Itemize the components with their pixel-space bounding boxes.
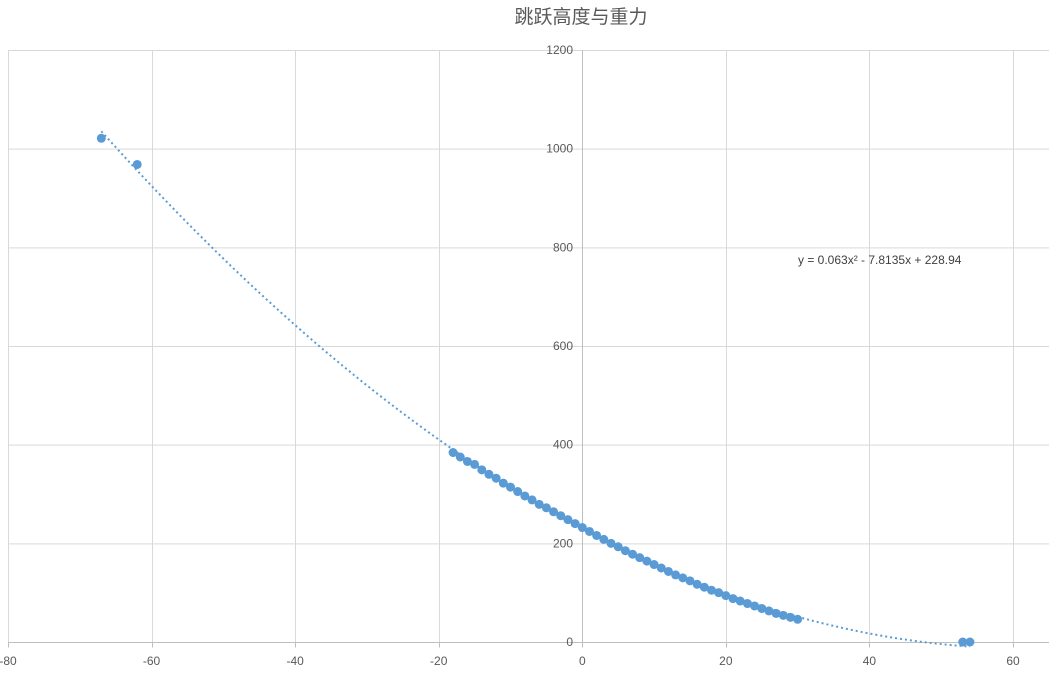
y-tick-label: 0 xyxy=(566,635,573,649)
data-point xyxy=(599,534,609,544)
data-point xyxy=(742,599,752,609)
data-point xyxy=(470,459,480,469)
polynomial-trendline xyxy=(100,130,971,648)
data-point xyxy=(721,591,731,601)
data-point xyxy=(714,588,724,598)
tick-labels: 0 200 400 600 800 1000 1200 -80 -60 -40 -20 0 20 40 60 xyxy=(0,43,1020,668)
data-point xyxy=(534,499,544,509)
data-point xyxy=(663,566,673,576)
trendline-equation: y = 0.063x² - 7.8135x + 228.94 xyxy=(798,253,962,267)
data-point xyxy=(965,637,975,647)
data-point xyxy=(778,610,788,620)
data-point xyxy=(735,596,745,606)
axes xyxy=(8,50,1049,648)
y-tick-label: 200 xyxy=(553,536,573,550)
data-points xyxy=(96,133,975,647)
data-point xyxy=(96,133,106,143)
y-tick-label: 800 xyxy=(553,240,573,254)
data-point xyxy=(556,511,566,521)
x-tick-label: -40 xyxy=(286,654,304,668)
data-point xyxy=(606,538,616,548)
data-point xyxy=(527,495,537,505)
data-point xyxy=(707,585,716,595)
y-tick-label: 400 xyxy=(553,438,573,452)
data-point xyxy=(771,608,781,618)
data-point xyxy=(635,553,645,563)
data-point xyxy=(656,563,666,573)
chart-title: 跳跃高度与重力 xyxy=(514,6,647,28)
data-point xyxy=(678,573,688,583)
data-point xyxy=(506,482,515,492)
data-point xyxy=(785,612,795,622)
x-tick-label: 60 xyxy=(1006,654,1020,668)
data-point xyxy=(584,526,594,536)
data-point xyxy=(699,582,709,592)
data-point xyxy=(728,594,738,604)
data-point xyxy=(549,507,559,517)
data-point xyxy=(132,159,142,169)
data-point xyxy=(577,523,587,533)
data-point xyxy=(620,546,630,556)
data-point xyxy=(563,515,573,525)
y-tick-label: 1000 xyxy=(546,142,573,156)
data-point xyxy=(793,614,803,624)
y-tick-label: 1200 xyxy=(546,43,573,57)
data-point xyxy=(750,601,760,611)
data-point xyxy=(642,556,652,566)
data-point xyxy=(764,606,774,616)
data-point xyxy=(513,487,523,497)
data-point xyxy=(541,503,551,513)
data-point xyxy=(455,452,465,462)
data-point xyxy=(692,579,702,589)
x-tick-label: 20 xyxy=(719,654,733,668)
data-point xyxy=(498,478,508,488)
x-tick-label: -60 xyxy=(143,654,161,668)
data-point xyxy=(592,530,602,540)
trendline-layer xyxy=(100,130,971,648)
x-tick-label: -80 xyxy=(0,654,17,668)
data-point xyxy=(613,542,623,552)
data-point xyxy=(671,570,681,580)
data-point xyxy=(491,473,501,483)
data-point xyxy=(570,519,580,529)
y-tick-label: 600 xyxy=(553,339,573,353)
data-point xyxy=(958,637,968,647)
gridlines xyxy=(8,50,1049,642)
x-tick-label: 0 xyxy=(579,654,586,668)
data-point xyxy=(757,603,767,613)
data-point xyxy=(477,465,487,475)
data-point xyxy=(628,549,638,559)
data-point xyxy=(649,560,659,570)
data-point xyxy=(448,448,458,458)
data-point xyxy=(685,576,695,586)
x-tick-label: 40 xyxy=(863,654,877,668)
data-point xyxy=(462,456,472,466)
x-tick-label: -20 xyxy=(430,654,448,668)
data-point xyxy=(484,469,494,479)
data-point xyxy=(520,491,530,501)
